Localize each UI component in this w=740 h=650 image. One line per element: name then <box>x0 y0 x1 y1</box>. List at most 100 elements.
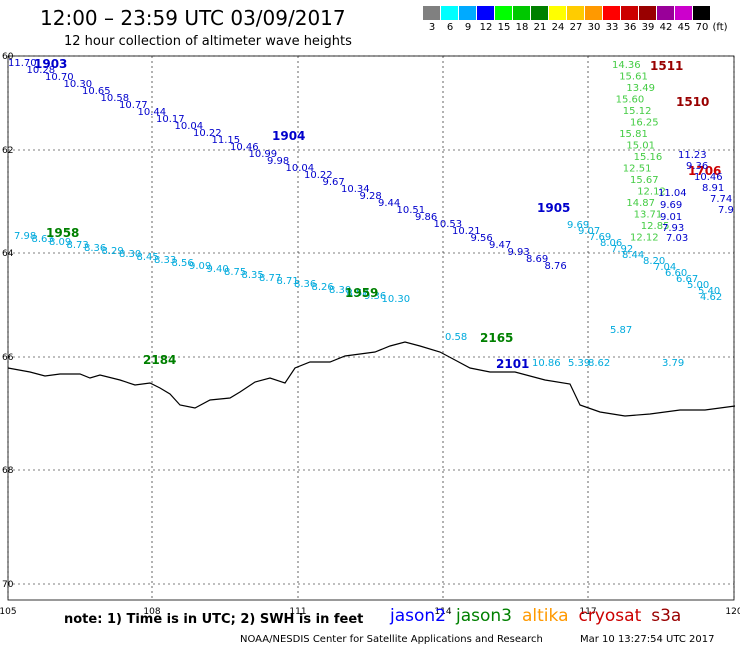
track-labels: 11.7010.2810.7010.3010.6510.5810.7710.44… <box>8 57 734 371</box>
swh-value: 9.69 <box>660 200 682 211</box>
swh-value: 7.9 <box>718 205 734 216</box>
swh-value: 10.53 <box>434 219 463 230</box>
latitude-tick-label: 60 <box>2 52 14 62</box>
swh-value: 8.26 <box>312 282 334 293</box>
swh-value: 10.04 <box>175 121 204 132</box>
colorbar-label: 15 <box>497 22 511 33</box>
swh-value: 8.36 <box>294 279 316 290</box>
swh-value: 8.56 <box>172 258 194 269</box>
swh-value: 10.86 <box>532 358 561 369</box>
colorbar-label: 21 <box>533 22 547 33</box>
swh-value: 10.17 <box>156 114 185 125</box>
swh-value: 4.62 <box>700 292 722 303</box>
colorbar-label: 18 <box>515 22 529 33</box>
swh-value: 9.67 <box>323 177 345 188</box>
swh-value: 13.71 <box>634 210 663 221</box>
swh-value: 10.30 <box>64 79 93 90</box>
latitude-tick-label: 64 <box>2 249 14 259</box>
colorbar-label: 9 <box>464 22 472 33</box>
longitude-tick-label: 111 <box>289 607 306 617</box>
colorbar-label: 3 <box>428 22 436 33</box>
swh-value: 10.22 <box>193 128 222 139</box>
latitude-tick-label: 70 <box>2 580 14 590</box>
pass-number-label: 1959 <box>345 286 378 300</box>
swh-value: 8.75 <box>224 267 246 278</box>
colorbar-label: 45 <box>677 22 691 33</box>
swh-value: 9.86 <box>415 212 437 223</box>
swh-value: 12.51 <box>623 164 652 175</box>
pass-number-label: 1904 <box>272 129 305 143</box>
swh-value: 8.06 <box>600 238 622 249</box>
swh-value: 8.62 <box>588 358 610 369</box>
colorbar-swatch <box>549 6 567 20</box>
swh-value: 8.36 <box>84 243 106 254</box>
swh-value: 10.77 <box>119 100 148 111</box>
swh-value: 6.60 <box>665 268 687 279</box>
swh-value: 7.69 <box>589 232 611 243</box>
swh-value: 15.61 <box>619 72 648 83</box>
colorbar-swatch <box>495 6 513 20</box>
swh-value: 15.67 <box>630 175 659 186</box>
swh-value: 8.29 <box>102 246 124 257</box>
swh-value: 15.16 <box>634 152 663 163</box>
latitude-tick-label: 66 <box>2 353 14 363</box>
pass-number-label: 1510 <box>676 95 709 109</box>
colorbar-swatch <box>639 6 657 20</box>
swh-value: 6.67 <box>676 274 698 285</box>
swh-value: 8.91 <box>702 183 724 194</box>
legend-item-jason2: jason2 <box>390 606 446 626</box>
page-subtitle: 12 hour collection of altimeter wave hei… <box>64 34 352 49</box>
swh-value: 10.99 <box>249 149 278 160</box>
swh-value: 9.40 <box>207 264 229 275</box>
swh-value: 15.12 <box>623 106 652 117</box>
map-frame <box>7 55 735 601</box>
swh-value: 16.25 <box>630 118 659 129</box>
colorbar-swatch <box>621 6 639 20</box>
colorbar-swatch <box>531 6 549 20</box>
swh-value: 9.69 <box>567 220 589 231</box>
swh-value: 8.45 <box>137 252 159 263</box>
swh-value: 13.49 <box>626 83 655 94</box>
swh-value: 8.30 <box>119 249 141 260</box>
swh-value: 5.87 <box>610 325 632 336</box>
colorbar-label: 24 <box>551 22 565 33</box>
colorbar-label: 39 <box>641 22 655 33</box>
swh-value: 12.12 <box>630 233 659 244</box>
colorbar-swatch <box>657 6 675 20</box>
swh-value: 11.70 <box>8 58 37 69</box>
swh-value: 10.46 <box>694 172 723 183</box>
latitude-tick-label: 62 <box>2 146 13 156</box>
swh-value: 10.21 <box>452 226 481 237</box>
colorbar-label: 33 <box>605 22 619 33</box>
swh-value: 5.39 <box>568 358 590 369</box>
satellite-legend: jason2 jason3 altika cryosat s3a <box>390 606 691 626</box>
pass-number-label: 1958 <box>46 226 79 240</box>
swh-value: 8.73 <box>67 240 89 251</box>
colorbar-unit: (ft) <box>712 22 728 33</box>
swh-value: 11.15 <box>212 135 241 146</box>
colorbar-swatch <box>693 6 711 20</box>
swh-value: 11.04 <box>658 188 687 199</box>
swh-value: 8.58 <box>347 288 369 299</box>
colorbar-swatch <box>441 6 459 20</box>
swh-value: 7.03 <box>666 233 688 244</box>
longitude-tick-label: 120 <box>725 607 740 617</box>
swh-value: 9.28 <box>360 191 382 202</box>
swh-value: 10.28 <box>27 65 56 76</box>
pass-number-label: 2165 <box>480 331 513 345</box>
footer-note: note: 1) Time is in UTC; 2) SWH is in fe… <box>64 612 364 627</box>
credit-line: NOAA/NESDIS Center for Satellite Applica… <box>240 634 543 645</box>
swh-value: 9.01 <box>660 212 682 223</box>
swh-value: 10.04 <box>286 163 315 174</box>
swh-value: 10.34 <box>341 184 370 195</box>
swh-value: 7.04 <box>654 262 676 273</box>
swh-value: 7.93 <box>662 223 684 234</box>
swh-value: 0.58 <box>445 332 467 343</box>
swh-value: 7.98 <box>14 231 36 242</box>
swh-value: 15.81 <box>619 129 648 140</box>
swh-value: 7.92 <box>611 244 633 255</box>
swh-value: 9.09 <box>189 261 211 272</box>
swh-value: 8.77 <box>259 273 281 284</box>
swh-value: 8.30 <box>329 285 351 296</box>
